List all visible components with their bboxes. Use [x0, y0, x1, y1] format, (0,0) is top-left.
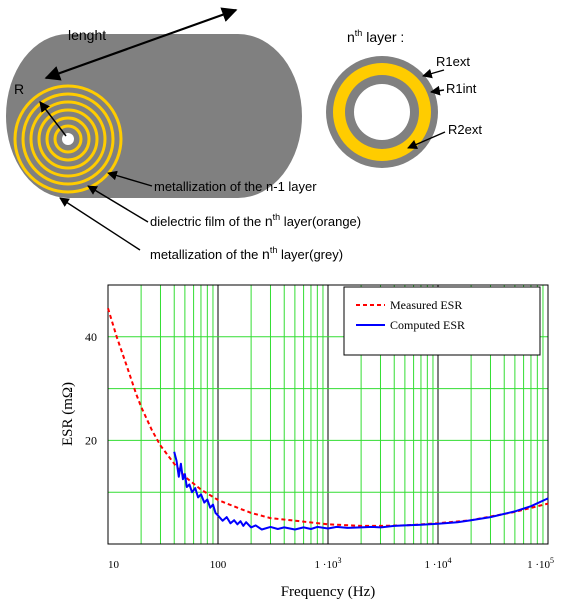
r1ext-arrow — [422, 68, 445, 79]
callout2-text: dielectric film of the nth layer(orange) — [150, 212, 361, 229]
callout3-arrow — [59, 197, 141, 251]
layer-ring-3 — [29, 100, 107, 178]
legend: Measured ESR Computed ESR — [343, 286, 541, 356]
y-tick-label: 40 — [85, 330, 97, 344]
r2ext-label: R2ext — [448, 122, 482, 137]
ring-hole — [354, 84, 410, 140]
callouts: metallization of the n-1 layer dielectri… — [59, 170, 361, 262]
legend-box — [343, 286, 541, 356]
cylinder-diagram: lenght R — [6, 7, 302, 198]
x-tick-label: 1 ·104 — [425, 556, 452, 571]
series-line-computed — [173, 451, 549, 531]
layer-ring-1 — [13, 84, 123, 194]
layer-ring-2 — [21, 92, 115, 186]
radius-arrow — [39, 101, 67, 137]
series — [107, 308, 549, 531]
x-tick-label: 1 ·103 — [315, 556, 342, 571]
x-axis-label: Frequency (Hz) — [281, 584, 376, 600]
core — [62, 133, 74, 145]
y-tick-label: 20 — [85, 433, 97, 447]
layer-title: nth layer : — [347, 28, 404, 45]
r1int-arrow — [430, 85, 445, 96]
y-axis-label: ESR (mΩ) — [60, 382, 76, 446]
r1ext-label: R1ext — [436, 54, 470, 69]
legend-label-computed: Computed ESR — [390, 318, 465, 332]
r1int-label: R1int — [446, 81, 477, 96]
x-tick-label: 1 ·105 — [527, 556, 554, 571]
callout2-arrow — [87, 185, 149, 223]
callout1-arrow — [107, 170, 153, 187]
x-tick-labels: 10 100 1 ·103 1 ·104 1 ·105 — [108, 556, 554, 571]
layer-cross-section: nth layer : R1ext R1int R2ext — [326, 28, 482, 168]
concentric-layers — [13, 84, 123, 194]
callout1-text: metallization of the n-1 layer — [154, 179, 317, 194]
length-label: lenght — [68, 27, 106, 43]
plot-frame — [107, 284, 549, 545]
x-tick-label: 10 — [108, 559, 120, 571]
r2ext-arrow — [407, 131, 446, 149]
length-arrow — [44, 7, 238, 81]
callout3-text: metallization of the nth layer(grey) — [150, 245, 343, 262]
x-tick-label: 100 — [210, 559, 227, 571]
layer-ring-5 — [45, 116, 91, 162]
layer-ring-6 — [53, 124, 83, 154]
layer-ring-4 — [37, 108, 99, 170]
legend-label-measured: Measured ESR — [390, 298, 462, 312]
radius-label: R — [14, 81, 24, 97]
